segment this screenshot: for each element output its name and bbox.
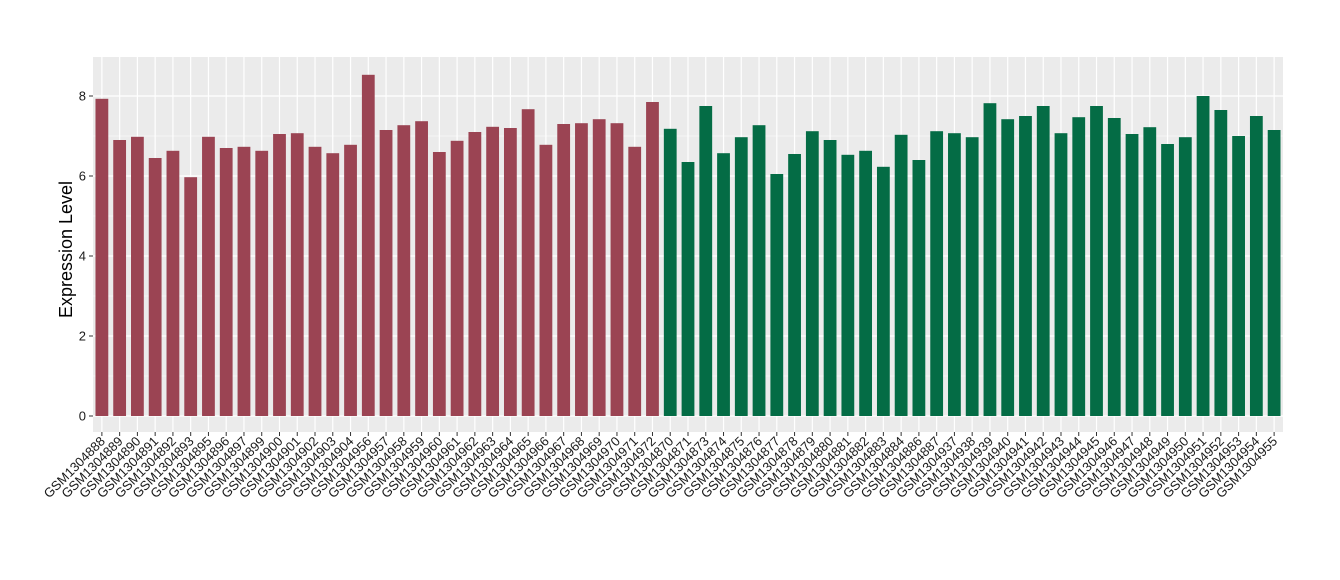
bar-GSM1304899 <box>255 150 269 417</box>
bar-GSM1304966 <box>539 144 553 417</box>
x-axis: GSM1304888GSM1304889GSM1304890GSM1304891… <box>41 432 1280 501</box>
bar-GSM1304971 <box>628 146 642 417</box>
bar-GSM1304970 <box>610 123 624 416</box>
bar-GSM1304938 <box>965 137 979 416</box>
bar-GSM1304939 <box>983 103 997 416</box>
bar-GSM1304870 <box>663 128 677 417</box>
y-tick-label: 4 <box>79 249 86 264</box>
bar-GSM1304968 <box>575 123 588 416</box>
bar-GSM1304948 <box>1143 127 1157 416</box>
bar-GSM1304962 <box>468 132 482 416</box>
bar-GSM1304949 <box>1161 144 1174 416</box>
y-tick-label: 8 <box>79 89 86 104</box>
bar-GSM1304945 <box>1090 106 1103 416</box>
bar-GSM1304897 <box>237 146 251 417</box>
bar-GSM1304943 <box>1054 133 1068 416</box>
bar-GSM1304887 <box>930 131 944 416</box>
bar-GSM1304882 <box>859 150 873 417</box>
bar-GSM1304892 <box>166 150 180 417</box>
bar-GSM1304890 <box>131 136 144 417</box>
bar-GSM1304878 <box>788 154 801 416</box>
bar-GSM1304893 <box>184 177 198 416</box>
bar-GSM1304902 <box>308 146 322 417</box>
bar-GSM1304877 <box>770 174 784 416</box>
bar-GSM1304879 <box>805 131 819 416</box>
bar-GSM1304901 <box>290 133 304 416</box>
bar-GSM1304900 <box>273 134 286 416</box>
bar-GSM1304965 <box>521 109 535 416</box>
y-tick-label: 0 <box>79 409 86 424</box>
bar-GSM1304954 <box>1249 116 1263 416</box>
bar-GSM1304963 <box>486 126 500 417</box>
y-tick-label: 2 <box>79 329 86 344</box>
bar-GSM1304937 <box>948 133 961 416</box>
bar-GSM1304896 <box>219 148 233 416</box>
bar-GSM1304883 <box>876 166 890 416</box>
y-axis: 0 2 4 6 8 <box>79 89 93 424</box>
y-axis-label: Expression Level <box>56 181 76 318</box>
bar-GSM1304952 <box>1214 110 1228 416</box>
bar-GSM1304961 <box>450 140 464 417</box>
bar-GSM1304956 <box>361 74 375 417</box>
bar-GSM1304880 <box>823 140 837 416</box>
bar-GSM1304947 <box>1125 134 1139 416</box>
bar-GSM1304953 <box>1232 136 1245 416</box>
bar-GSM1304958 <box>397 125 411 416</box>
bar-GSM1304881 <box>841 154 855 417</box>
bar-GSM1304957 <box>379 130 393 416</box>
bar-GSM1304891 <box>148 158 162 416</box>
bar-GSM1304946 <box>1107 118 1121 416</box>
bar-GSM1304941 <box>1019 116 1032 416</box>
bar-GSM1304876 <box>752 125 766 416</box>
bar-GSM1304875 <box>734 137 748 416</box>
bar-GSM1304903 <box>326 153 340 416</box>
bar-GSM1304969 <box>592 119 606 416</box>
bar-GSM1304959 <box>415 121 428 416</box>
bar-GSM1304888 <box>95 98 109 417</box>
y-tick-label: 6 <box>79 169 86 184</box>
bar-GSM1304942 <box>1036 106 1050 416</box>
bar-GSM1304874 <box>717 153 730 416</box>
bar-GSM1304950 <box>1178 137 1192 416</box>
bar-GSM1304889 <box>113 140 127 416</box>
bar-GSM1304951 <box>1196 96 1210 416</box>
bar-GSM1304884 <box>894 134 908 417</box>
bar-GSM1304964 <box>503 128 517 416</box>
bar-GSM1304955 <box>1267 130 1281 416</box>
bar-GSM1304873 <box>699 106 713 416</box>
bar-GSM1304871 <box>681 162 695 416</box>
bar-GSM1304960 <box>432 152 446 416</box>
bar-GSM1304940 <box>1001 119 1015 416</box>
bar-GSM1304944 <box>1072 117 1086 416</box>
bars <box>95 74 1281 417</box>
bar-GSM1304972 <box>646 102 659 416</box>
bar-GSM1304886 <box>912 160 926 416</box>
bar-GSM1304895 <box>202 136 215 417</box>
bar-GSM1304967 <box>557 124 571 416</box>
bar-GSM1304904 <box>344 144 357 417</box>
